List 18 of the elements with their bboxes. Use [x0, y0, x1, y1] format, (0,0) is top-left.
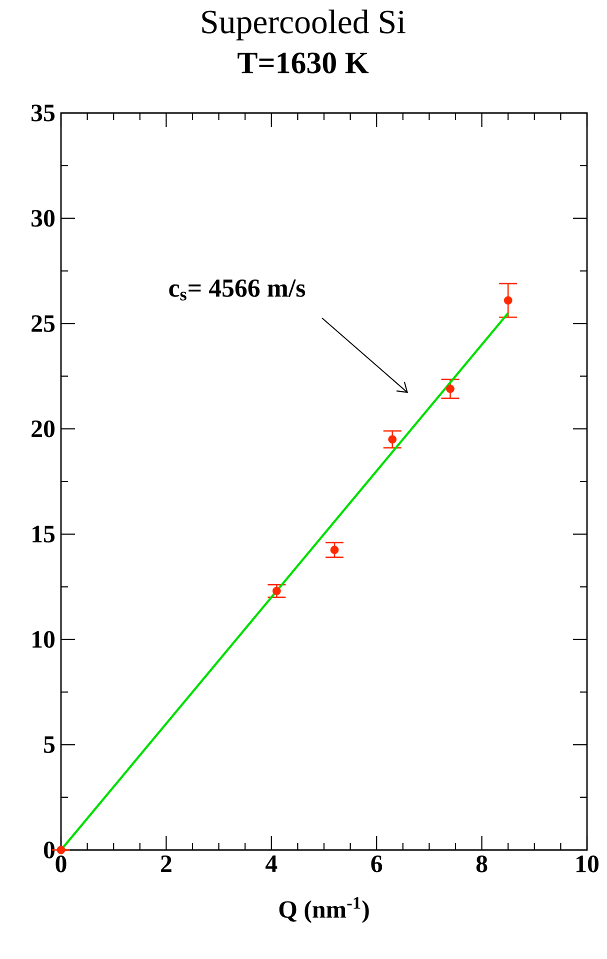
x-tick-label: 4 — [266, 856, 278, 872]
chart-title: Supercooled Si — [202, 10, 406, 40]
x-tick-label: 2 — [161, 856, 172, 872]
annotation: c$_{s}$= 4566 m/s — [169, 279, 306, 301]
x-tick-label: 6 — [371, 856, 382, 872]
y-tick-label: 10 — [32, 631, 55, 648]
x-tick-label: 10 — [576, 856, 599, 872]
chart-subtitle: T=1630 K — [238, 52, 369, 74]
y-tick-label: 20 — [32, 420, 55, 438]
y-tick-label: 0 — [44, 842, 55, 858]
y-tick-label: 35 — [32, 104, 55, 122]
x-axis-title: Q (nm$^{-1}$) — [279, 897, 369, 923]
x-tick-label: 8 — [476, 856, 488, 872]
y-tick-label: 15 — [32, 526, 55, 542]
y-tick-label: 30 — [32, 210, 55, 227]
y-tick-label: 5 — [44, 736, 55, 753]
y-tick-label: 25 — [32, 315, 55, 332]
x-tick-label: 0 — [56, 856, 66, 872]
